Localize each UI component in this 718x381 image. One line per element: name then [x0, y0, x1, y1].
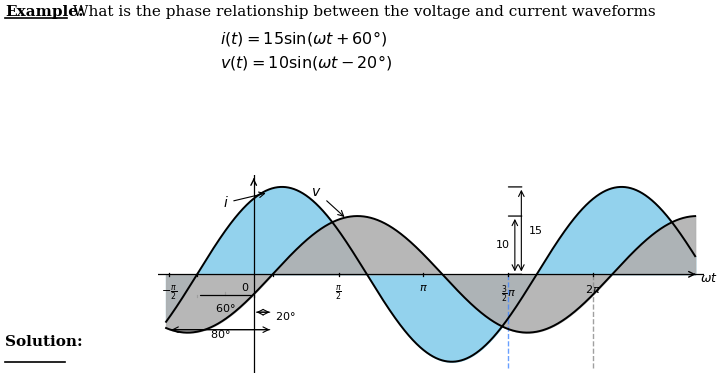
Text: $20°$: $20°$	[275, 311, 296, 322]
Text: $80°$: $80°$	[210, 328, 231, 340]
Text: $\omega t$: $\omega t$	[700, 272, 718, 285]
Text: What is the phase relationship between the voltage and current waveforms: What is the phase relationship between t…	[68, 5, 656, 19]
Text: $\pi$: $\pi$	[419, 283, 428, 293]
Text: $\frac{\pi}{2}$: $\frac{\pi}{2}$	[335, 283, 342, 302]
Text: $0$: $0$	[241, 281, 249, 293]
Text: 15: 15	[528, 226, 542, 235]
Text: Example:: Example:	[5, 5, 83, 19]
Text: $2\pi$: $2\pi$	[585, 283, 601, 295]
Text: Solution:: Solution:	[5, 335, 83, 349]
Text: $i$: $i$	[223, 192, 264, 210]
Text: $60°$: $60°$	[215, 302, 236, 314]
Text: $v(t) = 10\sin(\omega t - 20°)$: $v(t) = 10\sin(\omega t - 20°)$	[220, 53, 392, 72]
Text: $v$: $v$	[312, 185, 344, 216]
Text: 10: 10	[496, 240, 510, 250]
Text: $\frac{3}{2}\pi$: $\frac{3}{2}\pi$	[500, 283, 516, 304]
Text: $i(t) = 15\sin(\omega t + 60°)$: $i(t) = 15\sin(\omega t + 60°)$	[220, 29, 387, 48]
Text: $-\frac{\pi}{2}$: $-\frac{\pi}{2}$	[161, 283, 177, 302]
